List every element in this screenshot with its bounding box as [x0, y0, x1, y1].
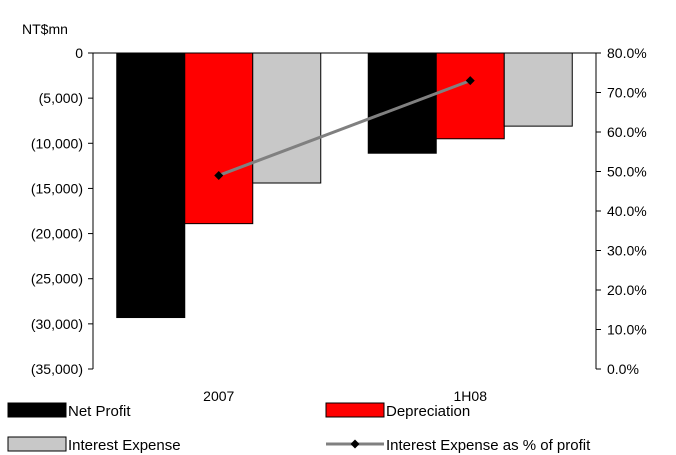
right-tick-label: 50.0%	[607, 164, 647, 180]
bar-depreciation-1h08	[435, 52, 505, 140]
right-tick-label: 20.0%	[607, 282, 647, 298]
left-tick-label: (5,000)	[39, 90, 83, 106]
legend: Net Profit Depreciation Interest Expense In…	[7, 402, 591, 454]
bars	[116, 52, 573, 319]
bar-interest-expense-2007	[252, 52, 322, 184]
unit-label: NT$mn	[22, 21, 68, 37]
legend-swatch-net-profit	[7, 402, 67, 418]
left-tick-label: (10,000)	[31, 135, 83, 151]
bar-net-profit-2007	[116, 52, 186, 319]
left-tick-label: (35,000)	[31, 361, 83, 377]
legend-swatch-interest-expense	[7, 436, 67, 452]
right-tick-label: 40.0%	[607, 203, 647, 219]
left-tick-label: (25,000)	[31, 271, 83, 287]
axes: 0 (5,000) (10,000) (15,000) (20,000) (25,000)…	[31, 45, 647, 404]
bar-net-profit-1h08	[367, 52, 437, 154]
line-interest-expense-pct	[218, 79, 471, 177]
right-tick-label: 60.0%	[607, 124, 647, 140]
line-series	[214, 76, 475, 180]
right-tick-label: 70.0%	[607, 85, 647, 101]
legend-label-interest-expense-as-of-profit: Interest Expense as % of profit	[386, 437, 591, 454]
line-marker-1h08	[465, 76, 475, 86]
bar-depreciation-2007	[184, 52, 254, 225]
category-label: 2007	[203, 388, 234, 404]
right-tick-label: 30.0%	[607, 243, 647, 259]
legend-label-depreciation: Depreciation	[386, 403, 470, 420]
right-tick-label: 80.0%	[607, 45, 647, 61]
left-tick-label: (20,000)	[31, 226, 83, 242]
legend-line-marker	[350, 439, 360, 449]
left-tick-label: (30,000)	[31, 316, 83, 332]
left-tick-label: (15,000)	[31, 180, 83, 196]
category-label: 1H08	[454, 388, 488, 404]
legend-label-interest-expense: Interest Expense	[68, 437, 181, 454]
bar-interest-expense-1h08	[503, 52, 573, 127]
legend-label-net-profit: Net Profit	[68, 403, 131, 420]
right-tick-label: 0.0%	[607, 361, 639, 377]
line-marker-2007	[214, 170, 224, 180]
left-tick-label: 0	[75, 45, 83, 61]
legend-swatch-depreciation	[325, 402, 385, 418]
right-tick-label: 10.0%	[607, 322, 647, 338]
